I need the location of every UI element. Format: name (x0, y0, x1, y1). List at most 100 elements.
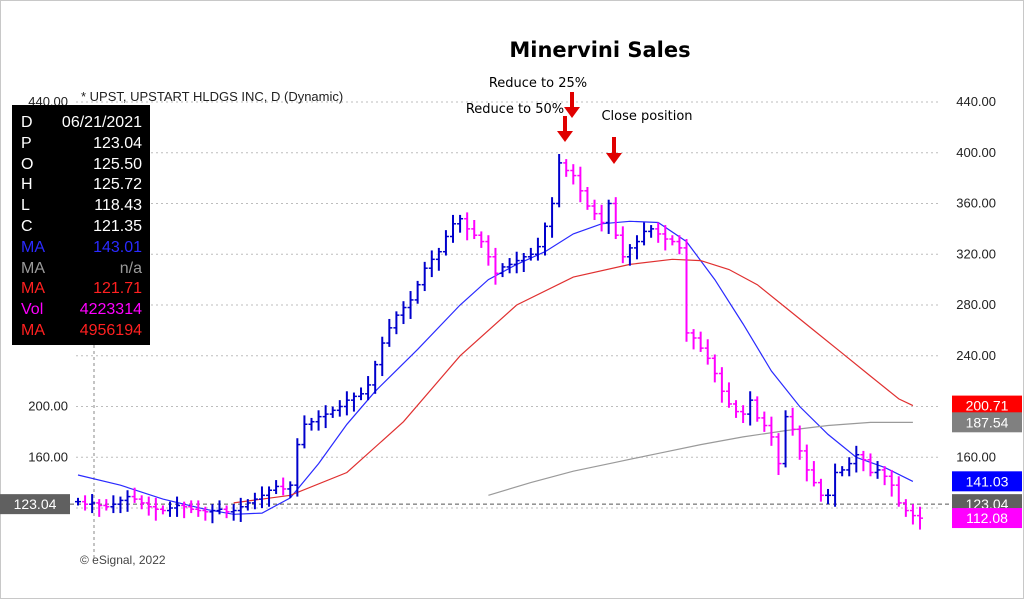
price-bar (181, 501, 188, 519)
price-bar (917, 506, 923, 530)
annotation-arrow (557, 116, 573, 142)
price-bar (669, 235, 676, 246)
price-bar (846, 457, 853, 477)
price-bar (372, 360, 379, 394)
price-bar (251, 492, 258, 510)
data-window-key: D (21, 114, 33, 131)
price-badge-bg (952, 508, 1022, 529)
data-window-key: P (21, 134, 32, 152)
price-bar (513, 251, 520, 274)
data-window-row: D 06/21/2021 (12, 114, 150, 135)
price-bar (365, 376, 372, 401)
price-bar (124, 490, 131, 512)
chart-label: * UPST, UPSTART HLDGS INC, D (Dynamic) (81, 89, 343, 104)
data-window-row: Vol 4223314 (12, 301, 150, 322)
data-window-row: P 123.04 (12, 135, 150, 156)
price-bar (159, 505, 166, 515)
price-bar (216, 500, 223, 515)
data-window-row: MA 121.71 (12, 280, 150, 301)
price-bar (308, 417, 315, 431)
data-window-row: MA 4956194 (12, 322, 150, 343)
data-window-key: C (21, 218, 33, 235)
price-bar (591, 199, 598, 220)
price-bar (492, 247, 499, 285)
data-window-key: L (21, 197, 30, 215)
data-window-key: MA (21, 238, 45, 256)
price-bar (775, 433, 782, 476)
price-bar (577, 166, 584, 203)
price-bar (641, 222, 648, 246)
price-bar (152, 497, 159, 521)
price-badge: 141.03 (952, 471, 1022, 492)
price-bar (832, 463, 839, 507)
price-bar (103, 499, 110, 511)
data-window-value: 121.35 (93, 218, 142, 235)
price-bar (174, 496, 181, 517)
arrow-head (606, 153, 622, 164)
price-badge-label: 112.08 (966, 510, 1008, 526)
price-bar (209, 504, 216, 524)
data-window-value: 4223314 (79, 301, 142, 319)
price-bar (117, 496, 124, 514)
price-bar (223, 505, 230, 519)
data-window-row: MA n/a (12, 260, 150, 281)
price-bar (379, 336, 386, 377)
data-window-key: O (21, 155, 34, 173)
y-tick-left: 200.00 (28, 399, 68, 414)
annotation-close-position: Close position (601, 109, 692, 124)
price-badge-bg (952, 471, 1022, 492)
data-window-key: MA (21, 280, 45, 298)
price-bar (782, 410, 789, 468)
data-window-row: C 121.35 (12, 218, 150, 239)
price-bar (428, 250, 435, 278)
data-window-value: 125.50 (93, 155, 142, 173)
data-window-value: 143.01 (93, 238, 142, 256)
y-tick-right: 360.00 (956, 196, 996, 211)
price-bar (131, 487, 138, 503)
price-bar (796, 425, 803, 460)
price-bar (188, 500, 195, 514)
price-bar (655, 222, 662, 243)
price-bar (626, 244, 633, 266)
price-bar (527, 247, 534, 261)
price-bar (400, 301, 407, 325)
price-bar (358, 387, 365, 401)
data-window-value: 123.04 (93, 134, 142, 152)
data-window-value: n/a (119, 259, 142, 277)
data-window-value: 118.43 (94, 197, 142, 215)
data-window-key: H (21, 176, 33, 194)
price-bar (329, 406, 336, 418)
left-price-badge-label: 123.04 (14, 496, 57, 512)
price-bar (563, 159, 570, 177)
price-bar (541, 222, 548, 256)
y-tick-right: 400.00 (956, 145, 996, 160)
price-bar (287, 481, 294, 498)
price-bar (881, 466, 888, 486)
price-bar (230, 504, 237, 521)
price-bar (825, 488, 832, 505)
price-badge-label: 141.03 (966, 473, 1009, 489)
price-bar (166, 501, 173, 517)
moving-average-line-2 (233, 258, 914, 504)
price-bar (520, 252, 527, 273)
price-bar (393, 311, 400, 335)
data-window-row: H 125.72 (12, 176, 150, 197)
price-bar (145, 496, 152, 516)
price-bar (612, 197, 619, 240)
price-badge-bg (952, 395, 1022, 416)
price-bar (556, 154, 563, 208)
price-bar (704, 339, 711, 365)
price-bar (718, 367, 725, 403)
price-bar (301, 415, 308, 449)
price-bar (89, 494, 96, 514)
price-bar (75, 497, 81, 506)
price-bar (810, 461, 817, 487)
copyright-text: © eSignal, 2022 (80, 553, 166, 567)
price-bar (860, 450, 867, 472)
price-bar (676, 235, 683, 255)
price-bar (315, 410, 322, 431)
price-bar (435, 247, 442, 271)
price-bar (442, 230, 449, 256)
